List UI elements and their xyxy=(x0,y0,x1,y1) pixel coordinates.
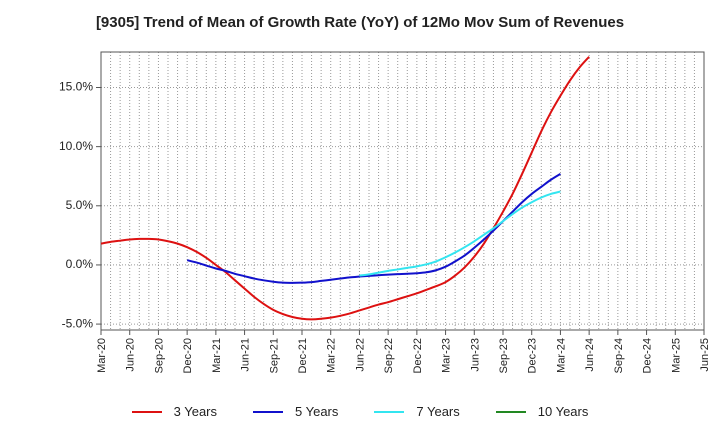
x-tick-label: Jun-22 xyxy=(354,338,366,372)
x-tick-label: Sep-24 xyxy=(613,338,625,373)
legend-swatch xyxy=(131,410,162,413)
x-tick-label: Sep-20 xyxy=(153,338,165,373)
x-tick-label: Mar-24 xyxy=(555,338,567,373)
legend-item-5-years: 5 Years xyxy=(253,404,338,419)
series-line-7-years xyxy=(359,190,561,277)
y-tick-label: 10.0% xyxy=(59,139,93,153)
x-tick-label: Dec-20 xyxy=(182,338,194,373)
chart-title: [9305] Trend of Mean of Growth Rate (YoY… xyxy=(95,14,625,31)
x-tick-label: Jun-25 xyxy=(699,338,711,372)
plot-frame xyxy=(100,51,705,331)
legend: 3 Years 5 Years 7 Years 10 Years xyxy=(0,404,720,419)
legend-item-7-years: 7 Years xyxy=(374,404,460,419)
x-tick-label: Jun-24 xyxy=(584,338,596,372)
x-tick-label: Dec-21 xyxy=(297,338,309,373)
y-tick-label: 15.0% xyxy=(59,80,93,94)
x-tick-label: Mar-23 xyxy=(441,338,453,373)
x-tick-label: Sep-23 xyxy=(498,338,510,373)
legend-swatch xyxy=(374,410,405,413)
legend-item-10-years: 10 Years xyxy=(495,404,589,419)
legend-label: 7 Years xyxy=(416,404,460,419)
y-tick-label: -5.0% xyxy=(62,316,94,330)
series-line-5-years xyxy=(186,172,561,284)
y-tick-label: 0.0% xyxy=(66,257,94,271)
legend-label: 10 Years xyxy=(537,404,589,419)
legend-item-3-years: 3 Years xyxy=(131,404,217,419)
x-tick-label: Mar-20 xyxy=(96,338,108,373)
x-tick-label: Jun-21 xyxy=(240,338,252,372)
series-layer xyxy=(100,56,590,321)
series-line-3-years xyxy=(100,56,590,321)
x-tick-label: Mar-25 xyxy=(670,338,682,373)
x-tick-label: Dec-24 xyxy=(642,338,654,373)
legend-swatch xyxy=(495,410,526,413)
legend-label: 3 Years xyxy=(173,404,217,419)
x-tick-label: Mar-21 xyxy=(211,338,223,373)
x-axis: Mar-20 Jun-20 Sep-20 Dec-20 Mar-21 Jun-21 Sep-… xyxy=(96,330,711,373)
y-tick-label: 5.0% xyxy=(66,198,94,212)
grid-layer xyxy=(101,52,704,330)
x-tick-label: Jun-20 xyxy=(125,338,137,372)
y-axis: -5.0% 0.0% 5.0% 10.0% 15.0% xyxy=(59,80,101,330)
x-tick-label: Dec-23 xyxy=(527,338,539,373)
x-tick-label: Dec-22 xyxy=(412,338,424,373)
x-tick-label: Jun-23 xyxy=(469,338,481,372)
x-tick-label: Sep-22 xyxy=(383,338,395,373)
x-tick-label: Sep-21 xyxy=(268,338,280,373)
x-tick-label: Mar-22 xyxy=(326,338,338,373)
legend-label: 5 Years xyxy=(295,404,339,419)
legend-swatch xyxy=(253,410,283,413)
